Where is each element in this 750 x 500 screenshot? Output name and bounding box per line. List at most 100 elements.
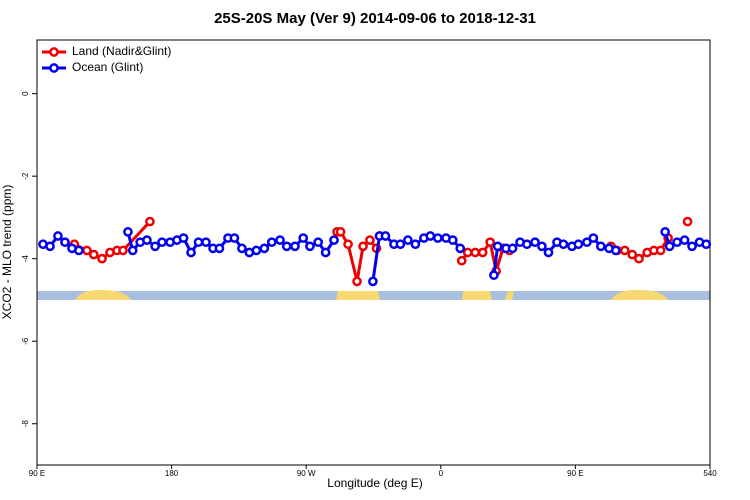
data-point: [701, 239, 712, 250]
data-point: [679, 235, 690, 245]
land-shape: [75, 290, 131, 300]
data-point: [365, 235, 375, 245]
data-point: [610, 245, 621, 256]
data-point: [186, 247, 196, 258]
data-point: [298, 233, 309, 243]
y-tick-label: -8: [21, 420, 30, 428]
data-point: [634, 253, 644, 264]
data-point: [619, 245, 630, 256]
legend-marker: [49, 63, 59, 73]
data-point: [588, 233, 599, 243]
data-point: [368, 276, 378, 287]
data-point: [178, 233, 189, 243]
data-point: [627, 249, 638, 260]
data-point: [352, 276, 362, 287]
x-tick-label: 540: [703, 469, 717, 478]
data-point: [142, 235, 152, 245]
x-tick-label: 0: [439, 469, 444, 478]
data-point: [97, 253, 107, 264]
data-point: [672, 237, 682, 248]
y-tick-label: -4: [21, 255, 30, 263]
x-axis-label: Longitude (deg E): [327, 476, 422, 490]
data-point: [507, 243, 518, 254]
data-point: [595, 241, 606, 252]
data-point: [682, 216, 693, 227]
data-point: [489, 270, 499, 281]
data-point: [582, 237, 592, 248]
legend-marker: [49, 47, 59, 57]
land-shape: [336, 291, 380, 300]
data-point: [530, 237, 540, 248]
x-tick-label: 90 E: [567, 469, 583, 478]
data-point: [123, 227, 133, 237]
data-point: [455, 243, 466, 254]
map-strip: [37, 289, 710, 300]
data-point: [145, 216, 155, 227]
data-point: [53, 231, 63, 241]
data-point: [313, 237, 324, 248]
y-tick-label: -6: [21, 337, 30, 345]
data-point: [664, 241, 675, 252]
land-shape: [611, 289, 668, 300]
data-point: [229, 233, 240, 243]
land-shape: [462, 291, 492, 300]
data-point: [543, 247, 554, 258]
data-point: [275, 235, 285, 245]
data-point: [150, 241, 160, 252]
y-axis-label: XCO2 - MLO trend (ppm): [0, 185, 14, 320]
data-point: [456, 255, 467, 266]
data-point: [118, 245, 128, 256]
data-point: [470, 247, 481, 258]
data-point: [687, 241, 697, 252]
data-point: [447, 235, 458, 245]
y-tick-label: 0: [21, 91, 30, 96]
data-point: [655, 245, 666, 256]
data-point: [358, 241, 368, 252]
data-point: [259, 243, 270, 254]
land-shape: [505, 291, 514, 300]
data-point: [425, 231, 436, 241]
y-tick-label: -2: [21, 172, 30, 180]
data-point: [395, 239, 406, 250]
data-point: [251, 245, 262, 256]
data-point: [485, 237, 496, 248]
data-point: [329, 235, 339, 245]
data-point: [380, 231, 391, 241]
data-point: [403, 235, 413, 245]
series-line: [74, 222, 687, 282]
data-point: [281, 241, 292, 252]
data-point: [127, 245, 138, 256]
data-point: [492, 241, 503, 252]
data-point: [266, 237, 277, 248]
x-tick-label: 180: [165, 469, 179, 478]
data-point: [45, 241, 55, 252]
data-point: [305, 241, 315, 252]
plot-frame: [36, 39, 711, 466]
data-point: [320, 247, 331, 258]
x-tick-label: 90 E: [29, 469, 45, 478]
data-point: [343, 239, 353, 250]
chart-title: 25S-20S May (Ver 9) 2014-09-06 to 2018-1…: [214, 10, 536, 27]
legend-label: Land (Nadir&Glint): [72, 44, 171, 58]
data-point: [410, 239, 421, 250]
data-point: [537, 241, 547, 252]
data-point: [157, 237, 167, 248]
data-point: [74, 245, 84, 256]
data-point: [335, 227, 346, 237]
data-point: [573, 239, 584, 250]
data-point: [60, 237, 70, 248]
data-point: [88, 249, 99, 260]
data-point: [201, 237, 211, 248]
legend-label: Ocean (Glint): [72, 60, 143, 74]
data-point: [477, 247, 488, 258]
x-tick-label: 90 W: [297, 469, 316, 478]
data-point: [522, 239, 532, 250]
data-point: [214, 243, 225, 254]
data-point: [558, 239, 569, 250]
data-point: [462, 247, 473, 258]
data-point: [432, 233, 443, 243]
data-point: [237, 243, 247, 254]
data-point: [660, 227, 670, 237]
data-point: [290, 241, 300, 252]
